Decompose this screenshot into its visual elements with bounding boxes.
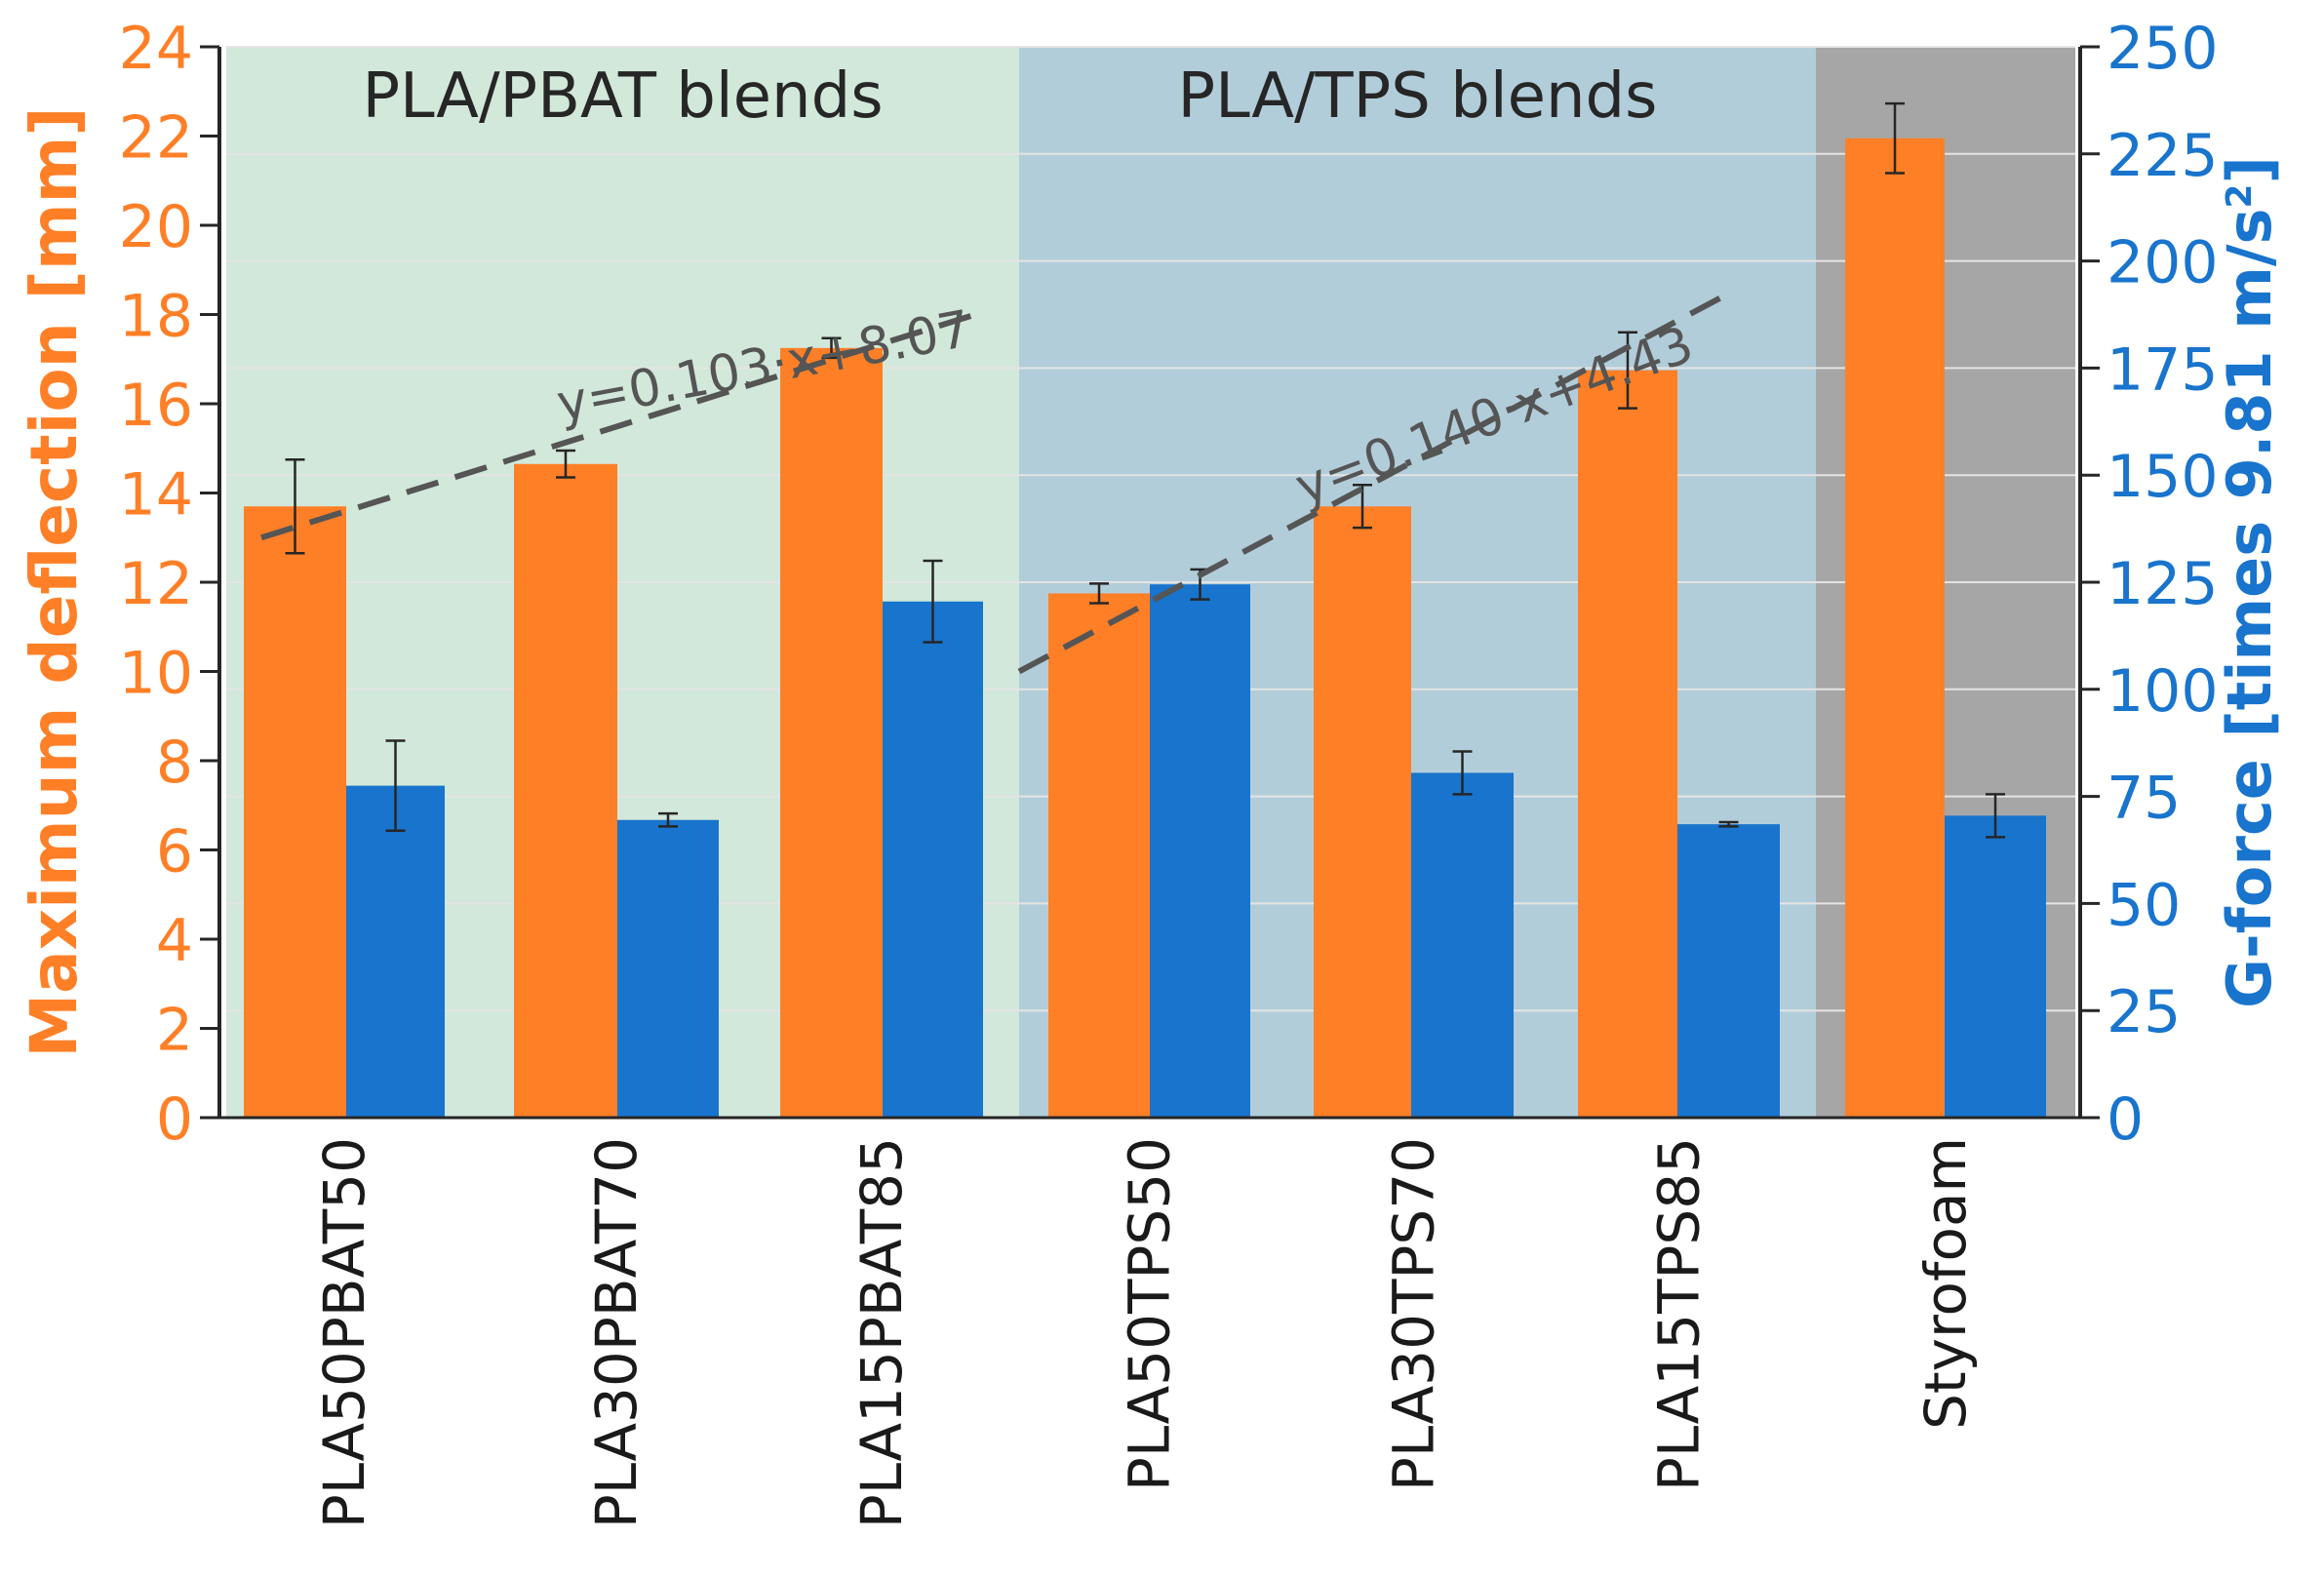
y-tick-label-left-0: 0 [156, 1085, 193, 1154]
y-tick-label-left-2: 2 [156, 997, 193, 1065]
y-tick-label-left-10: 10 [119, 640, 193, 708]
bar-deflection-PLA30PBAT70 [514, 463, 617, 1118]
y-tick-label-right-75: 75 [2107, 765, 2181, 833]
y-tick-label-left-24: 24 [119, 15, 193, 83]
y-tick-label-right-175: 175 [2107, 335, 2219, 404]
y-tick-label-right-125: 125 [2107, 550, 2219, 618]
y-tick-label-left-12: 12 [119, 550, 193, 618]
bar-gforce-Styrofoam [1945, 815, 2046, 1118]
bar-deflection-PLA15TPS85 [1578, 370, 1677, 1118]
y-tick-label-left-18: 18 [119, 283, 193, 351]
y-tick-label-right-150: 150 [2107, 443, 2219, 511]
y-tick-label-right-50: 50 [2107, 871, 2181, 939]
y-tick-label-left-22: 22 [119, 104, 193, 173]
y-axis-title-right: G-force [times 9.81 m/s2] [2214, 156, 2285, 1008]
y-tick-label-right-250: 250 [2107, 15, 2219, 83]
x-tick-label-PLA15TPS85: PLA15TPS85 [1646, 1137, 1713, 1491]
group-label-1: PLA/PBAT blends [362, 60, 883, 133]
y-axis-title-left: Maximum deflection [mm] [17, 106, 92, 1057]
x-tick-label-PLA30PBAT70: PLA30PBAT70 [583, 1137, 650, 1528]
bar-gforce-PLA30TPS70 [1411, 772, 1514, 1118]
bar-gforce-PLA15TPS85 [1677, 824, 1780, 1118]
y-tick-label-left-14: 14 [119, 461, 193, 530]
y-tick-label-left-8: 8 [156, 729, 193, 797]
bar-deflection-PLA50TPS50 [1048, 593, 1150, 1118]
bar-gforce-PLA15PBAT85 [883, 601, 983, 1118]
x-tick-label-Styrofoam: Styrofoam [1912, 1137, 1979, 1430]
bar-deflection-PLA15PBAT85 [780, 347, 883, 1118]
y-tick-label-right-200: 200 [2107, 229, 2219, 297]
bar-gforce-PLA50TPS50 [1150, 584, 1250, 1118]
y-tick-label-left-4: 4 [156, 907, 193, 975]
group-label-2: PLA/TPS blends [1177, 60, 1657, 133]
x-tick-label-PLA30TPS70: PLA30TPS70 [1381, 1137, 1447, 1491]
x-tick-label-PLA50PBAT50: PLA50PBAT50 [311, 1137, 377, 1528]
bar-deflection-PLA30TPS70 [1314, 506, 1411, 1118]
bar-gforce-PLA30PBAT70 [617, 819, 719, 1118]
x-tick-label-PLA15PBAT85: PLA15PBAT85 [848, 1137, 915, 1528]
y-tick-label-right-25: 25 [2107, 978, 2181, 1046]
y-tick-label-left-6: 6 [156, 818, 193, 887]
y-tick-label-right-225: 225 [2107, 122, 2219, 190]
trendline-2 [1017, 289, 1733, 675]
y-tick-label-left-20: 20 [119, 193, 193, 261]
y-tick-label-right-0: 0 [2107, 1085, 2144, 1154]
y-tick-label-right-100: 100 [2107, 657, 2219, 726]
bar-gforce-PLA50PBAT50 [346, 785, 445, 1118]
bar-deflection-Styrofoam [1845, 138, 1945, 1119]
x-tick-label-PLA50TPS50: PLA50TPS50 [1117, 1137, 1183, 1491]
trendline-1 [260, 311, 976, 541]
y-tick-label-left-16: 16 [119, 372, 193, 440]
bar-deflection-PLA50PBAT50 [244, 506, 346, 1118]
